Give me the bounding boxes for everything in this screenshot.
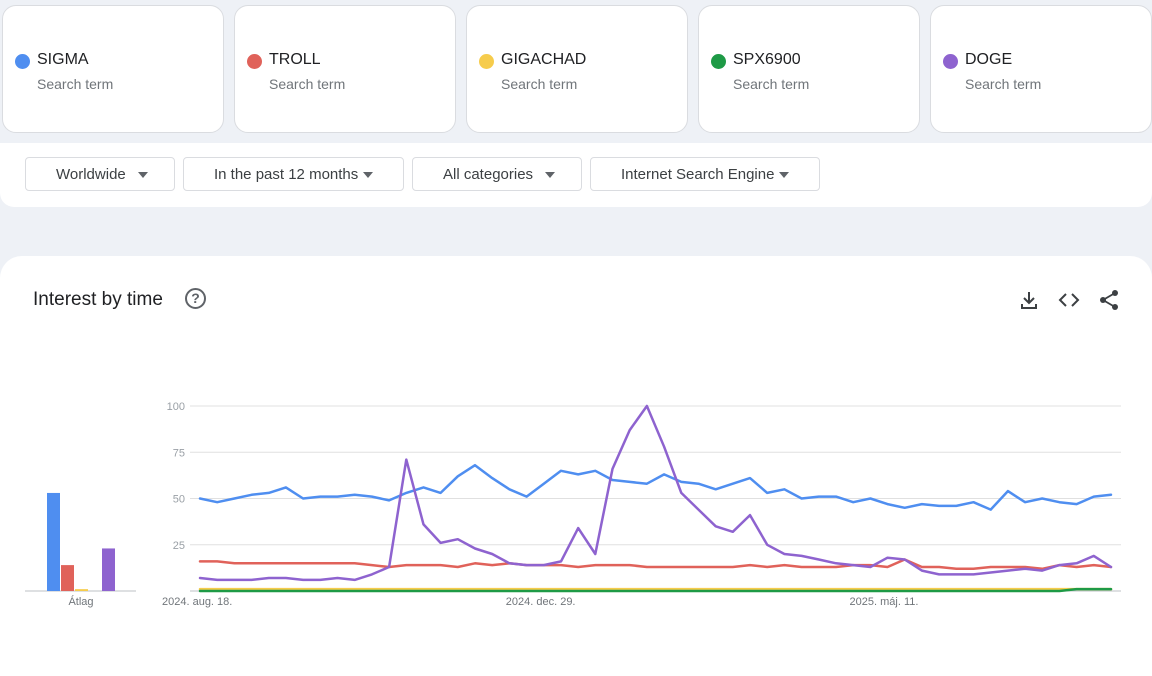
category-dropdown[interactable]: All categories xyxy=(412,157,582,191)
term-name: SPX6900 xyxy=(733,51,801,68)
embed-code-icon[interactable] xyxy=(1058,289,1080,311)
term-card-sigma[interactable]: SIGMA Search term xyxy=(2,5,224,133)
category-label: All categories xyxy=(443,166,534,183)
time-range-dropdown[interactable]: In the past 12 months xyxy=(183,157,404,191)
share-icon[interactable] xyxy=(1098,289,1120,311)
term-subtitle: Search term xyxy=(269,76,346,92)
term-color-dot xyxy=(711,54,726,69)
search-terms-row: SIGMA Search term TROLL Search term GIGA… xyxy=(0,5,1152,135)
caret-down-icon xyxy=(545,172,555,178)
term-name: SIGMA xyxy=(37,51,89,68)
help-icon[interactable]: ? xyxy=(185,288,206,309)
term-color-dot xyxy=(15,54,30,69)
term-color-dot xyxy=(943,54,958,69)
caret-down-icon xyxy=(138,172,148,178)
term-card-troll[interactable]: TROLL Search term xyxy=(234,5,456,133)
term-card-spx6900[interactable]: SPX6900 Search term xyxy=(698,5,920,133)
term-color-dot xyxy=(247,54,262,69)
term-subtitle: Search term xyxy=(37,76,114,92)
caret-down-icon xyxy=(779,172,789,178)
source-dropdown[interactable]: Internet Search Engine xyxy=(590,157,820,191)
download-icon[interactable] xyxy=(1018,289,1040,311)
term-color-dot xyxy=(479,54,494,69)
term-card-doge[interactable]: DOGE Search term xyxy=(930,5,1152,133)
term-subtitle: Search term xyxy=(501,76,578,92)
term-name: TROLL xyxy=(269,51,321,68)
region-dropdown[interactable]: Worldwide xyxy=(25,157,175,191)
caret-down-icon xyxy=(363,172,373,178)
panel-title: Interest by time xyxy=(33,289,163,310)
time-range-label: In the past 12 months xyxy=(214,166,359,183)
term-name: GIGACHAD xyxy=(501,51,587,68)
term-name: DOGE xyxy=(965,51,1013,68)
interest-by-time-panel: Interest by time ? xyxy=(0,256,1152,676)
filters-bar: Worldwide In the past 12 months All cate… xyxy=(0,143,1152,207)
region-label: Worldwide xyxy=(56,166,126,183)
term-card-gigachad[interactable]: GIGACHAD Search term xyxy=(466,5,688,133)
term-subtitle: Search term xyxy=(965,76,1042,92)
source-label: Internet Search Engine xyxy=(621,166,775,183)
term-subtitle: Search term xyxy=(733,76,810,92)
